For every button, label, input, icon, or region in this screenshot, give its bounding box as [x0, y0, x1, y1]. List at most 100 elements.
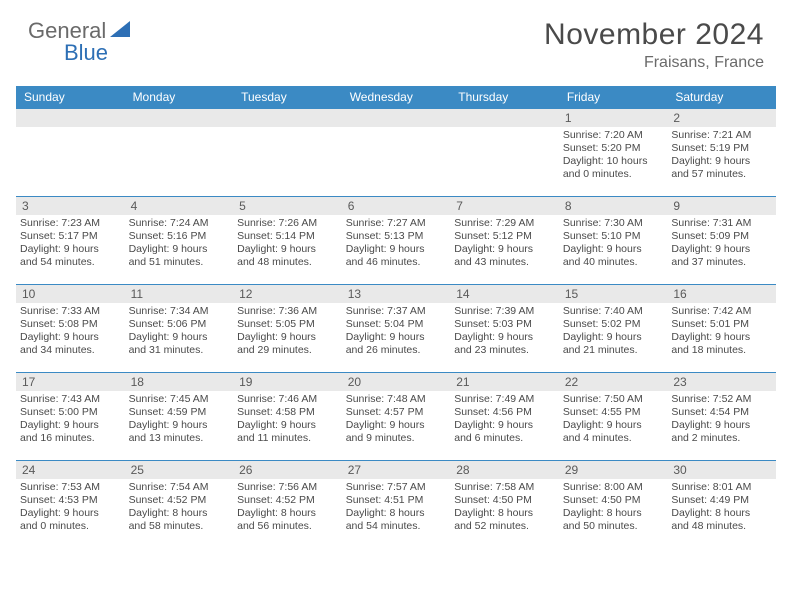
- sunset-text: Sunset: 5:05 PM: [237, 318, 338, 331]
- day-number: 29: [559, 461, 668, 479]
- sunrise-text: Sunrise: 7:48 AM: [346, 393, 447, 406]
- sunrise-text: Sunrise: 7:33 AM: [20, 305, 121, 318]
- day-info: Sunrise: 7:29 AMSunset: 5:12 PMDaylight:…: [450, 215, 559, 274]
- weekday-header: Tuesday: [233, 86, 342, 109]
- day-cell: 13Sunrise: 7:37 AMSunset: 5:04 PMDayligh…: [342, 285, 451, 373]
- sunrise-text: Sunrise: 7:23 AM: [20, 217, 121, 230]
- sunrise-text: Sunrise: 8:01 AM: [671, 481, 772, 494]
- sunset-text: Sunset: 4:55 PM: [563, 406, 664, 419]
- title-block: November 2024 Fraisans, France: [544, 18, 764, 72]
- day-cell: 16Sunrise: 7:42 AMSunset: 5:01 PMDayligh…: [667, 285, 776, 373]
- day-number: 4: [125, 197, 234, 215]
- day-info: Sunrise: 7:34 AMSunset: 5:06 PMDaylight:…: [125, 303, 234, 362]
- daylight-text: Daylight: 8 hours: [129, 507, 230, 520]
- sunset-text: Sunset: 5:16 PM: [129, 230, 230, 243]
- daylight-text: Daylight: 9 hours: [20, 507, 121, 520]
- daylight-text: and 54 minutes.: [346, 520, 447, 533]
- day-cell: 5Sunrise: 7:26 AMSunset: 5:14 PMDaylight…: [233, 197, 342, 285]
- day-info: Sunrise: 7:21 AMSunset: 5:19 PMDaylight:…: [667, 127, 776, 186]
- daylight-text: Daylight: 9 hours: [563, 419, 664, 432]
- sunset-text: Sunset: 5:13 PM: [346, 230, 447, 243]
- day-cell: 14Sunrise: 7:39 AMSunset: 5:03 PMDayligh…: [450, 285, 559, 373]
- sunset-text: Sunset: 5:14 PM: [237, 230, 338, 243]
- daylight-text: and 37 minutes.: [671, 256, 772, 269]
- sunset-text: Sunset: 4:58 PM: [237, 406, 338, 419]
- daylight-text: Daylight: 8 hours: [237, 507, 338, 520]
- day-number: 22: [559, 373, 668, 391]
- sunrise-text: Sunrise: 7:20 AM: [563, 129, 664, 142]
- weekday-header: Friday: [559, 86, 668, 109]
- sunrise-text: Sunrise: 7:46 AM: [237, 393, 338, 406]
- sunset-text: Sunset: 5:17 PM: [20, 230, 121, 243]
- daylight-text: Daylight: 9 hours: [237, 419, 338, 432]
- day-number: 18: [125, 373, 234, 391]
- weekday-header: Monday: [125, 86, 234, 109]
- day-cell: 20Sunrise: 7:48 AMSunset: 4:57 PMDayligh…: [342, 373, 451, 461]
- day-cell: 22Sunrise: 7:50 AMSunset: 4:55 PMDayligh…: [559, 373, 668, 461]
- daylight-text: Daylight: 8 hours: [563, 507, 664, 520]
- day-cell: 8Sunrise: 7:30 AMSunset: 5:10 PMDaylight…: [559, 197, 668, 285]
- day-number: 10: [16, 285, 125, 303]
- day-info: Sunrise: 7:39 AMSunset: 5:03 PMDaylight:…: [450, 303, 559, 362]
- brand-logo: General Blue: [28, 18, 132, 44]
- daylight-text: Daylight: 8 hours: [346, 507, 447, 520]
- daylight-text: and 52 minutes.: [454, 520, 555, 533]
- sunrise-text: Sunrise: 7:29 AM: [454, 217, 555, 230]
- brand-part2: Blue: [64, 40, 108, 66]
- daylight-text: and 0 minutes.: [563, 168, 664, 181]
- weekday-header: Thursday: [450, 86, 559, 109]
- daylight-text: and 58 minutes.: [129, 520, 230, 533]
- daylight-text: Daylight: 9 hours: [20, 331, 121, 344]
- sunset-text: Sunset: 4:59 PM: [129, 406, 230, 419]
- sunrise-text: Sunrise: 7:57 AM: [346, 481, 447, 494]
- daylight-text: and 2 minutes.: [671, 432, 772, 445]
- day-cell: 19Sunrise: 7:46 AMSunset: 4:58 PMDayligh…: [233, 373, 342, 461]
- daylight-text: and 31 minutes.: [129, 344, 230, 357]
- sunset-text: Sunset: 5:01 PM: [671, 318, 772, 331]
- daylight-text: and 50 minutes.: [563, 520, 664, 533]
- daylight-text: and 4 minutes.: [563, 432, 664, 445]
- sunrise-text: Sunrise: 7:49 AM: [454, 393, 555, 406]
- day-cell: 23Sunrise: 7:52 AMSunset: 4:54 PMDayligh…: [667, 373, 776, 461]
- day-info: Sunrise: 7:50 AMSunset: 4:55 PMDaylight:…: [559, 391, 668, 450]
- daylight-text: Daylight: 9 hours: [671, 243, 772, 256]
- sunset-text: Sunset: 4:54 PM: [671, 406, 772, 419]
- daylight-text: Daylight: 9 hours: [346, 331, 447, 344]
- sunset-text: Sunset: 5:03 PM: [454, 318, 555, 331]
- daylight-text: and 9 minutes.: [346, 432, 447, 445]
- day-number: 21: [450, 373, 559, 391]
- day-cell: 18Sunrise: 7:45 AMSunset: 4:59 PMDayligh…: [125, 373, 234, 461]
- daylight-text: and 48 minutes.: [237, 256, 338, 269]
- day-cell: 17Sunrise: 7:43 AMSunset: 5:00 PMDayligh…: [16, 373, 125, 461]
- day-info: Sunrise: 7:43 AMSunset: 5:00 PMDaylight:…: [16, 391, 125, 450]
- day-cell: 29Sunrise: 8:00 AMSunset: 4:50 PMDayligh…: [559, 461, 668, 549]
- daylight-text: and 13 minutes.: [129, 432, 230, 445]
- sunrise-text: Sunrise: 7:31 AM: [671, 217, 772, 230]
- daylight-text: and 57 minutes.: [671, 168, 772, 181]
- day-info: Sunrise: 7:37 AMSunset: 5:04 PMDaylight:…: [342, 303, 451, 362]
- daylight-text: Daylight: 9 hours: [671, 331, 772, 344]
- day-cell: 1Sunrise: 7:20 AMSunset: 5:20 PMDaylight…: [559, 109, 668, 197]
- sunset-text: Sunset: 4:53 PM: [20, 494, 121, 507]
- sunset-text: Sunset: 4:50 PM: [454, 494, 555, 507]
- sunrise-text: Sunrise: 7:40 AM: [563, 305, 664, 318]
- day-info: Sunrise: 7:48 AMSunset: 4:57 PMDaylight:…: [342, 391, 451, 450]
- daylight-text: and 51 minutes.: [129, 256, 230, 269]
- weekday-header: Saturday: [667, 86, 776, 109]
- sunset-text: Sunset: 4:52 PM: [237, 494, 338, 507]
- sunset-text: Sunset: 4:50 PM: [563, 494, 664, 507]
- day-cell: [16, 109, 125, 197]
- daylight-text: Daylight: 9 hours: [671, 419, 772, 432]
- sunset-text: Sunset: 5:08 PM: [20, 318, 121, 331]
- sunrise-text: Sunrise: 7:39 AM: [454, 305, 555, 318]
- day-number: 6: [342, 197, 451, 215]
- day-info: Sunrise: 7:58 AMSunset: 4:50 PMDaylight:…: [450, 479, 559, 538]
- day-number: [450, 109, 559, 127]
- day-info: Sunrise: 7:31 AMSunset: 5:09 PMDaylight:…: [667, 215, 776, 274]
- day-info: Sunrise: 8:01 AMSunset: 4:49 PMDaylight:…: [667, 479, 776, 538]
- daylight-text: Daylight: 9 hours: [671, 155, 772, 168]
- daylight-text: and 6 minutes.: [454, 432, 555, 445]
- day-number: 20: [342, 373, 451, 391]
- sunrise-text: Sunrise: 7:42 AM: [671, 305, 772, 318]
- day-number: 5: [233, 197, 342, 215]
